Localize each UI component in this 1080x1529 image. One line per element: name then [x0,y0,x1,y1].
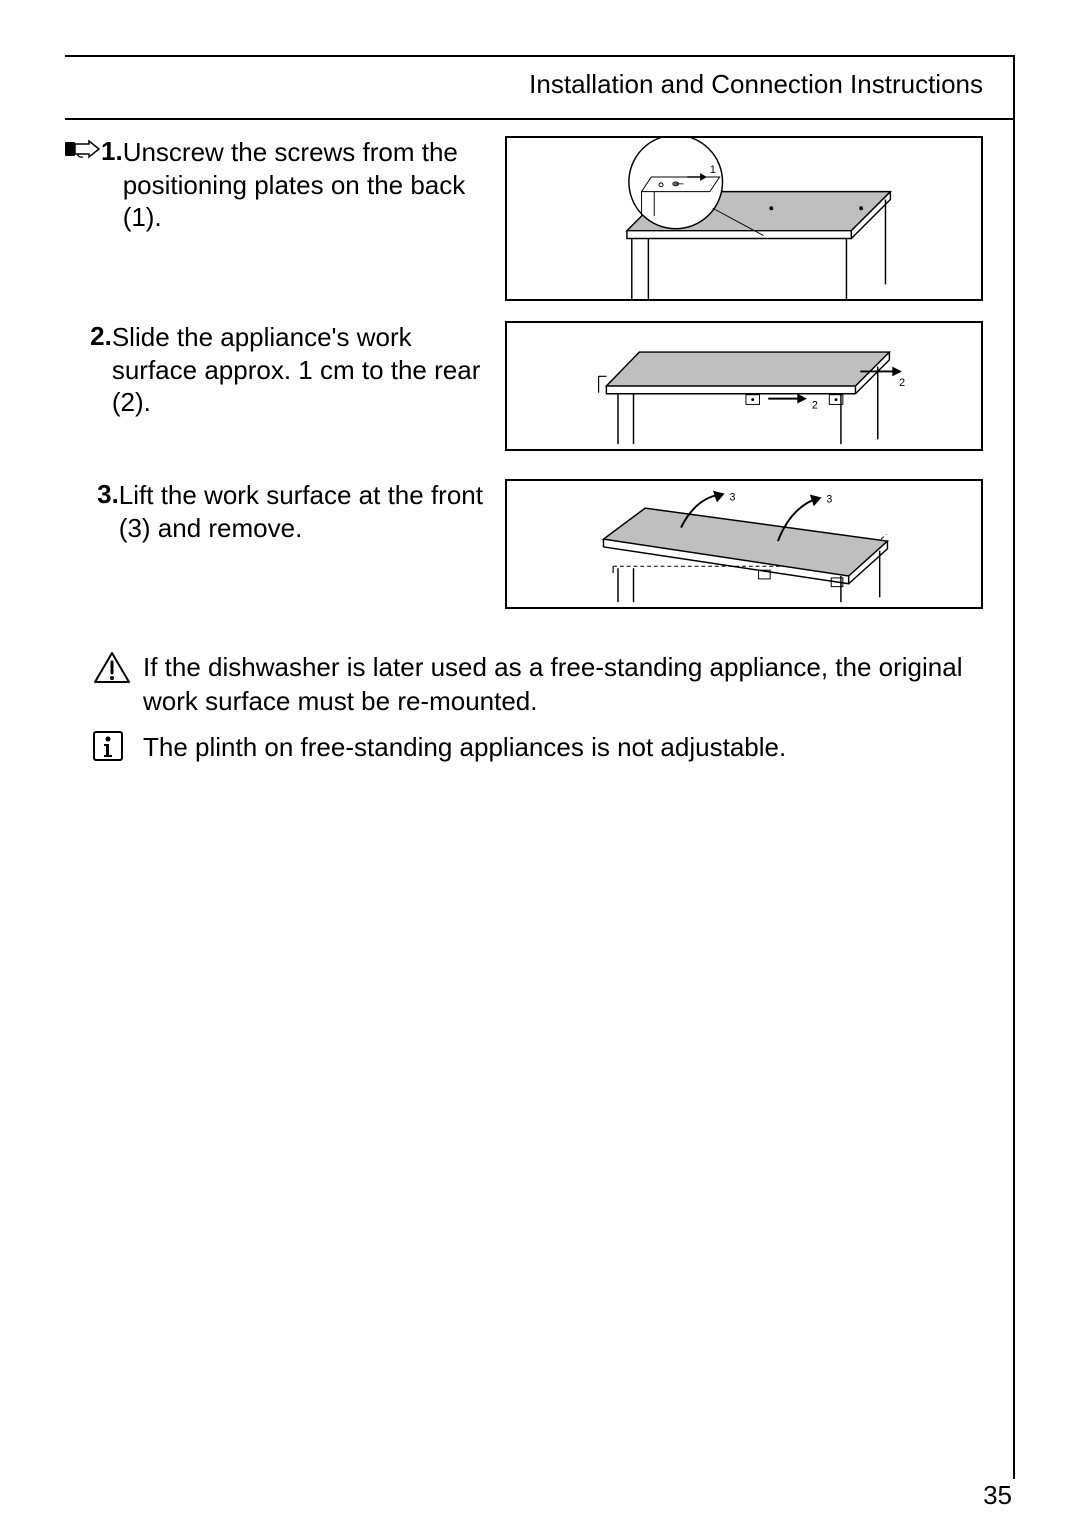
content-area: 1. Unscrew the screws from the positioni… [65,118,1013,764]
step-2: 2. Slide the appliance's work surface ap… [65,321,983,469]
info-icon [93,731,123,761]
diagram-3-callout-a: 3 [729,491,735,503]
step-1: 1. Unscrew the screws from the positioni… [65,136,983,311]
hand-pointing-icon [65,138,101,162]
diagram-2-callout-b: 2 [899,377,905,389]
diagram-step-2: 2 2 [505,321,983,451]
diagram-2-callout-a: 2 [812,399,818,411]
header-title: Installation and Connection Instructions [529,69,983,99]
step-1-text: Unscrew the screws from the positioning … [123,136,490,234]
diagram-step-1: 1 [505,136,983,301]
step-3-number: 3. [97,479,119,544]
warning-note-text: If the dishwasher is later used as a fre… [143,651,983,719]
warning-icon [93,651,131,685]
warning-note: If the dishwasher is later used as a fre… [65,651,983,719]
diagram-3-callout-b: 3 [826,493,832,505]
page-header: Installation and Connection Instructions [65,57,1013,118]
diagram-step-3: 3 3 [505,479,983,609]
page-frame: Installation and Connection Instructions [65,55,1015,1479]
info-note-text: The plinth on free-standing appliances i… [143,731,983,765]
step-3-text: Lift the work surface at the front (3) a… [119,479,490,544]
diagram-1-callout: 1 [710,164,716,176]
step-2-text: Slide the appliance's work surface appro… [112,321,490,419]
step-3: 3. Lift the work surface at the front (3… [65,479,983,619]
info-note: The plinth on free-standing appliances i… [65,731,983,765]
page-number: 35 [983,1480,1012,1511]
step-2-number: 2. [90,321,112,419]
step-1-number: 1. [101,136,123,234]
